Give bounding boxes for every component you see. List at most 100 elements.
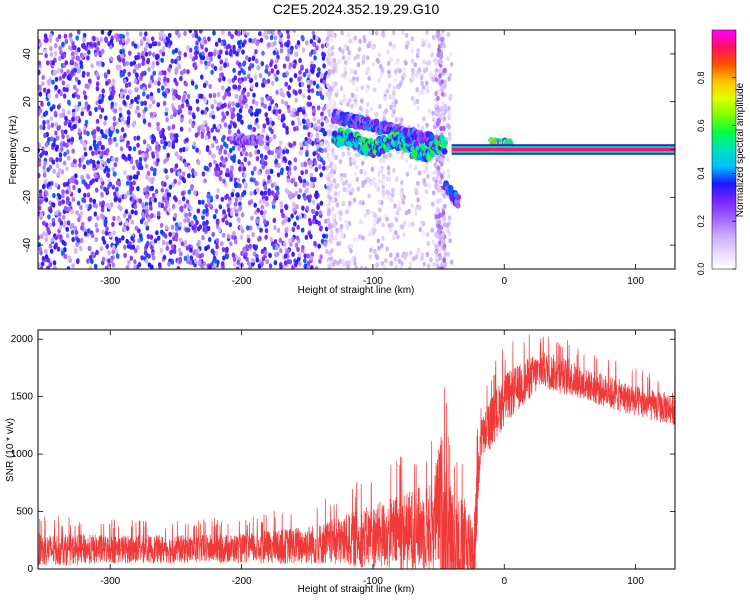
noise-cell [221, 246, 226, 253]
noise-cell [374, 30, 379, 36]
noise-cell [447, 173, 451, 179]
streak-cell [329, 105, 334, 111]
noise-cell [421, 85, 426, 91]
noise-cell [86, 130, 90, 137]
noise-cell [393, 230, 398, 236]
noise-cell [158, 49, 163, 55]
noise-cell [133, 135, 137, 141]
noise-cell [58, 152, 63, 158]
noise-cell [65, 181, 70, 187]
noise-cell [353, 69, 358, 75]
noise-cell [100, 191, 104, 197]
noise-cell [77, 128, 82, 134]
noise-cell [243, 172, 247, 178]
noise-cell [167, 66, 171, 72]
noise-cell [107, 204, 112, 210]
noise-cell [320, 111, 324, 117]
noise-cell [401, 30, 405, 36]
noise-cell [272, 50, 277, 56]
noise-cell [300, 81, 305, 87]
noise-cell [63, 129, 68, 135]
noise-cell [192, 114, 196, 120]
noise-cell [185, 199, 190, 205]
noise-cell [43, 160, 47, 166]
streak-cell [331, 197, 335, 203]
noise-cell [155, 141, 159, 147]
noise-cell [186, 69, 190, 75]
noise-cell [193, 64, 198, 71]
noise-cell [238, 108, 243, 114]
noise-cell [82, 142, 86, 148]
noise-cell [386, 60, 391, 66]
noise-cell [309, 132, 314, 138]
noise-cell [203, 109, 208, 115]
noise-cell [385, 246, 390, 252]
noise-cell [251, 98, 256, 105]
noise-cell [55, 135, 60, 141]
noise-cell [418, 226, 423, 232]
noise-cell [167, 142, 172, 148]
noise-cell [104, 37, 108, 44]
noise-cell [221, 103, 225, 109]
streak-cell [332, 178, 337, 184]
noise-cell [136, 170, 140, 176]
noise-cell [196, 248, 200, 254]
noise-cell [195, 219, 199, 225]
noise-cell [253, 74, 258, 80]
noise-cell [416, 180, 420, 186]
noise-cell [55, 37, 60, 43]
noise-cell [153, 238, 158, 244]
noise-cell [61, 41, 65, 47]
noise-cell [72, 184, 76, 191]
noise-cell [139, 40, 144, 47]
noise-cell [315, 137, 320, 143]
noise-cell [315, 35, 319, 41]
noise-cell [59, 91, 63, 97]
noise-cell [108, 181, 113, 187]
noise-cell [388, 94, 393, 100]
streak-cell [333, 62, 338, 68]
noise-cell [318, 258, 322, 264]
noise-cell [446, 31, 451, 38]
streak-cell [437, 170, 442, 176]
noise-cell [174, 163, 179, 169]
noise-cell [126, 109, 131, 115]
noise-cell [132, 68, 137, 74]
noise-cell [372, 222, 377, 228]
noise-cell [121, 58, 126, 64]
noise-cell [187, 203, 191, 209]
noise-cell [383, 96, 388, 102]
streak-cell [436, 30, 441, 35]
noise-cell [44, 237, 48, 243]
noise-cell [316, 72, 320, 78]
noise-cell [152, 52, 156, 58]
noise-cell [229, 147, 233, 154]
noise-cell [205, 219, 209, 225]
noise-cell [243, 156, 248, 163]
streak-cell [328, 111, 332, 118]
noise-cell [269, 168, 274, 174]
noise-cell [165, 241, 169, 247]
noise-cell [150, 196, 155, 202]
streak-cell [441, 91, 445, 97]
noise-cell [426, 240, 431, 246]
noise-cell [126, 119, 130, 125]
noise-cell [289, 194, 293, 200]
noise-cell [271, 200, 276, 206]
noise-cell [379, 72, 384, 79]
noise-cell [70, 223, 75, 229]
noise-cell [361, 235, 365, 241]
noise-cell [184, 227, 189, 233]
noise-cell [190, 220, 194, 226]
noise-cell [55, 163, 60, 169]
noise-cell [397, 206, 402, 212]
noise-cell [274, 76, 279, 82]
noise-cell [198, 224, 203, 230]
noise-cell [447, 124, 451, 130]
noise-cell [400, 117, 404, 123]
noise-cell [119, 146, 124, 152]
noise-cell [67, 99, 71, 105]
noise-cell [416, 105, 420, 111]
noise-cell [71, 116, 75, 122]
